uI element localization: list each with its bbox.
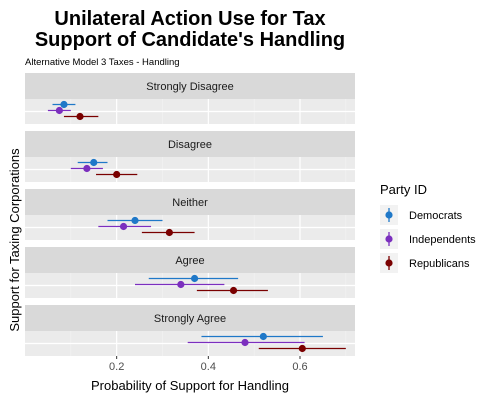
facet-strip bbox=[25, 305, 355, 331]
point-democrats bbox=[60, 100, 68, 109]
point-independents bbox=[119, 222, 128, 231]
facet-strip-label: Strongly Disagree bbox=[146, 81, 233, 93]
point-independents bbox=[83, 164, 91, 173]
chart-subtitle: Alternative Model 3 Taxes - Handling bbox=[25, 57, 180, 68]
legend-label: Democrats bbox=[409, 210, 463, 222]
facet-strip bbox=[25, 189, 355, 215]
chart-title-line-2: Support of Candidate's Handling bbox=[35, 29, 345, 51]
facet-strip-label: Neither bbox=[172, 197, 208, 209]
facet-panels: Strongly Disagree Disagree Neither Agree Str… bbox=[25, 73, 355, 356]
point-democrats bbox=[190, 274, 199, 283]
chart-title-line-1: Unilateral Action Use for Tax bbox=[54, 8, 325, 30]
x-axis-title: Probability of Support for Handling bbox=[91, 378, 289, 393]
x-tick-label: 0.6 bbox=[292, 361, 307, 373]
facet-strongly-disagree: Strongly Disagree bbox=[25, 73, 355, 124]
facet-strip-label: Agree bbox=[175, 255, 204, 267]
facet-strip-label: Strongly Agree bbox=[154, 313, 226, 325]
point-democrats bbox=[90, 158, 98, 167]
x-tick-label: 0.4 bbox=[201, 361, 216, 373]
legend: Party ID Democrats Independents Republican… bbox=[380, 182, 476, 273]
legend-item-republicans: Republicans bbox=[380, 253, 470, 273]
facet-disagree: Disagree bbox=[25, 131, 355, 182]
legend-key-point bbox=[385, 211, 393, 219]
legend-key-point bbox=[385, 235, 393, 243]
legend-title: Party ID bbox=[380, 182, 427, 197]
legend-label: Republicans bbox=[409, 258, 470, 270]
point-republicans bbox=[76, 112, 84, 121]
legend-item-democrats: Democrats bbox=[380, 205, 463, 225]
facet-strongly-agree: Strongly Agree bbox=[25, 305, 355, 356]
facet-strip-label: Disagree bbox=[168, 139, 212, 151]
facet-strip bbox=[25, 73, 355, 99]
legend-key-point bbox=[385, 259, 393, 267]
point-independents bbox=[55, 106, 63, 115]
facet-agree: Agree bbox=[25, 247, 355, 298]
legend-item-independents: Independents bbox=[380, 229, 476, 249]
facet-strip bbox=[25, 131, 355, 157]
point-democrats bbox=[259, 332, 267, 341]
facet-neither: Neither bbox=[25, 189, 355, 240]
y-axis-title: Support for Taxing Corporations bbox=[7, 148, 22, 332]
x-tick-label: 0.2 bbox=[109, 361, 124, 373]
point-republicans bbox=[113, 170, 121, 179]
point-independents bbox=[177, 280, 185, 289]
point-republicans bbox=[165, 228, 173, 237]
legend-label: Independents bbox=[409, 234, 476, 246]
point-republicans bbox=[229, 286, 238, 295]
point-independents bbox=[241, 338, 249, 347]
point-democrats bbox=[131, 216, 139, 225]
facet-strip bbox=[25, 247, 355, 273]
point-republicans bbox=[298, 344, 306, 353]
x-axis: 0.2 0.4 0.6 bbox=[109, 356, 308, 373]
